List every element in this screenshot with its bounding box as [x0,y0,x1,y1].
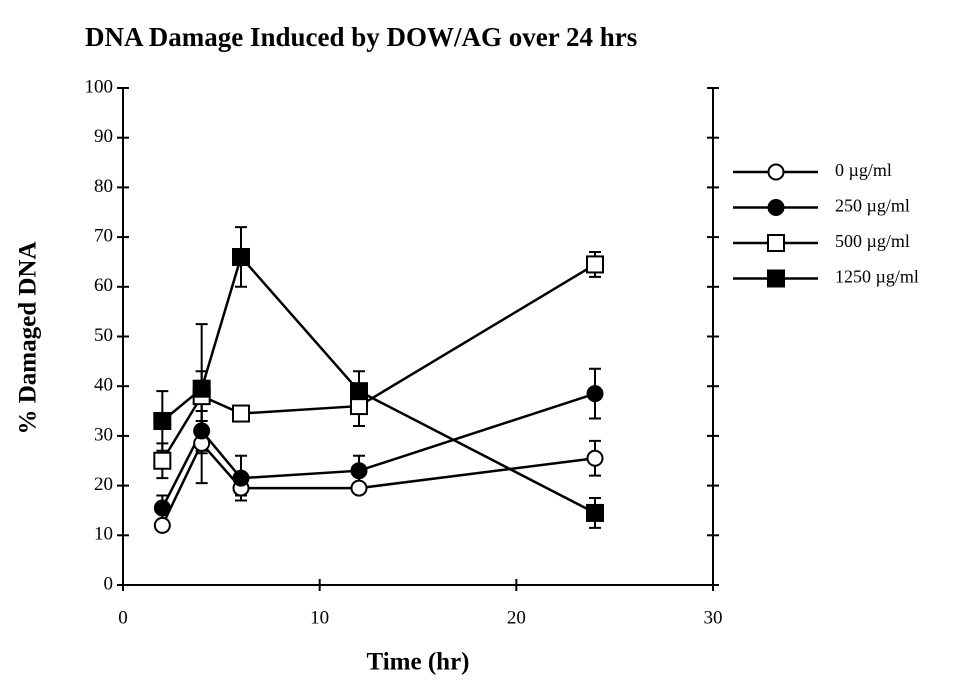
y-tick-label: 40 [94,375,113,396]
data-point [193,422,211,440]
data-point [232,404,250,423]
y-tick-label: 30 [94,424,113,445]
legend-label: 0 µg/ml [835,160,892,180]
legend-marker [767,163,785,181]
data-point [192,379,211,398]
y-tick-label: 60 [94,275,113,296]
data-point [153,451,172,470]
series-line [161,263,596,462]
y-tick-label: 90 [94,126,113,147]
data-point [586,503,604,522]
data-point [350,479,368,497]
data-point [350,397,368,416]
data-point [350,462,368,480]
x-tick-label: 30 [704,607,723,628]
legend-label: 1250 µg/ml [835,267,919,287]
legend-marker [767,199,785,216]
data-point [350,382,368,401]
y-tick-label: 70 [94,225,113,246]
legend-label: 500 µg/ml [835,231,910,251]
data-point [153,516,171,534]
y-tick-label: 20 [94,474,113,495]
y-tick-label: 80 [94,176,113,197]
chart-title: DNA Damage Induced by DOW/AG over 24 hrs [85,22,637,52]
data-point [232,469,250,487]
x-tick-label: 0 [118,607,128,628]
legend-marker [767,269,785,288]
series-line [161,441,596,526]
y-tick-label: 50 [94,325,113,346]
x-tick-label: 20 [507,607,526,628]
legend-marker [767,234,785,252]
data-point [153,499,171,517]
y-tick-label: 0 [104,573,114,594]
series-line [161,392,596,509]
data-point [586,449,604,467]
y-tick-label: 100 [85,76,114,97]
series-line [161,254,596,515]
data-point [232,247,250,266]
x-axis-label: Time (hr) [367,649,470,676]
y-axis-label: % Damaged DNA [15,241,42,434]
legend-label: 250 µg/ml [835,196,910,216]
data-point [586,385,604,403]
y-tick-label: 10 [94,524,113,545]
x-tick-label: 10 [310,607,329,628]
data-point [153,411,172,430]
data-point [586,255,604,274]
